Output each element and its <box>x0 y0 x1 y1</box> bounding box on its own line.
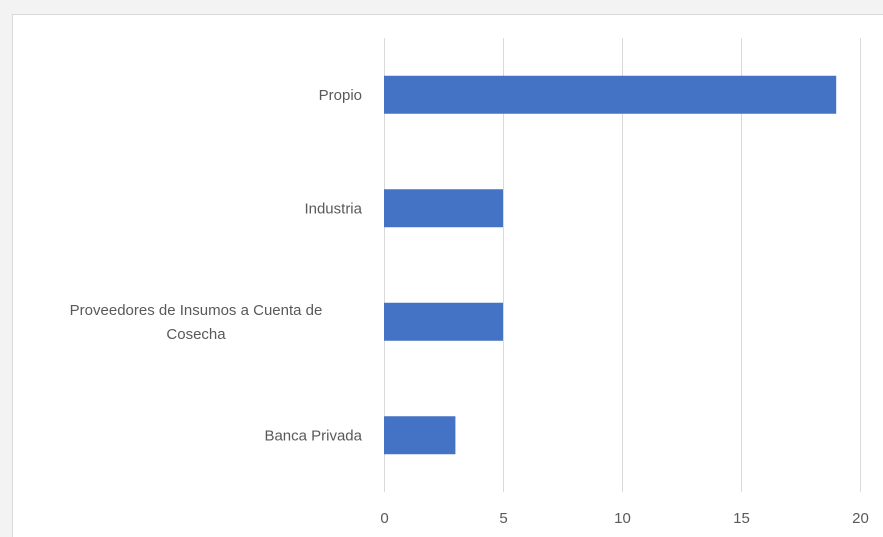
bar <box>384 302 503 341</box>
bars <box>384 75 837 455</box>
bar <box>384 416 456 455</box>
bar <box>384 189 503 228</box>
x-tick-label: 5 <box>499 510 507 527</box>
x-tick-labels: 0 5 10 15 20 <box>380 510 869 527</box>
category-label: Proveedores de Insumos a Cuenta de Cosech… <box>70 302 323 343</box>
category-labels: Propio Industria Proveedores de Insumos a … <box>70 87 363 445</box>
category-label: Propio <box>319 87 362 104</box>
bar <box>384 75 837 114</box>
x-tick-label: 20 <box>852 510 869 527</box>
category-label: Banca Privada <box>264 427 362 444</box>
category-label: Industria <box>304 200 362 217</box>
x-tick-label: 15 <box>733 510 750 527</box>
x-tick-label: 10 <box>614 510 631 527</box>
x-tick-label: 0 <box>380 510 388 527</box>
